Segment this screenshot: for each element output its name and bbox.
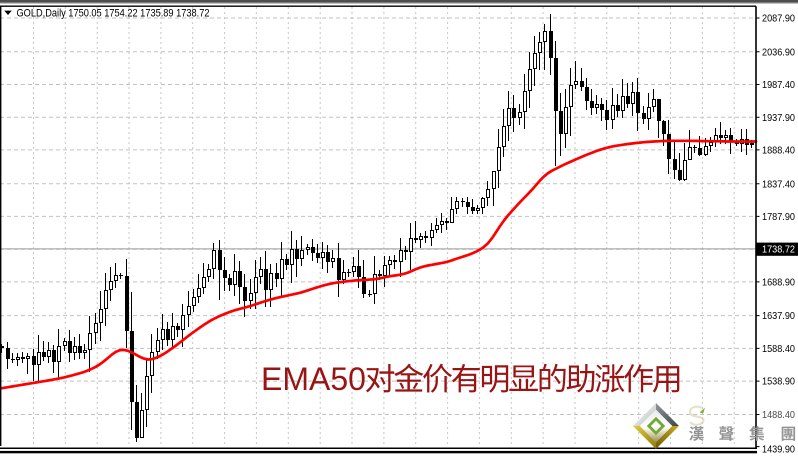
svg-text:2087.90: 2087.90: [762, 13, 795, 25]
svg-text:1637.90: 1637.90: [762, 310, 795, 322]
svg-text:2036.90: 2036.90: [762, 46, 795, 58]
svg-text:EMA50: EMA50: [261, 361, 366, 397]
svg-text:1888.40: 1888.40: [762, 145, 795, 157]
svg-text:1787.90: 1787.90: [762, 211, 795, 223]
svg-text:1987.40: 1987.40: [762, 79, 795, 91]
svg-text:1937.90: 1937.90: [762, 112, 795, 124]
svg-text:1738.72: 1738.72: [762, 244, 795, 256]
svg-text:1688.90: 1688.90: [762, 277, 795, 289]
svg-text:1439.90: 1439.90: [762, 443, 795, 454]
svg-text:1488.40: 1488.40: [762, 409, 795, 421]
svg-text:GOLD,Daily 1750.05 1754.22 17: GOLD,Daily 1750.05 1754.22 1735.89 1738.…: [17, 7, 210, 19]
svg-text:1538.90: 1538.90: [762, 376, 795, 388]
svg-text:1837.40: 1837.40: [762, 178, 795, 190]
svg-text:1588.40: 1588.40: [762, 343, 795, 355]
